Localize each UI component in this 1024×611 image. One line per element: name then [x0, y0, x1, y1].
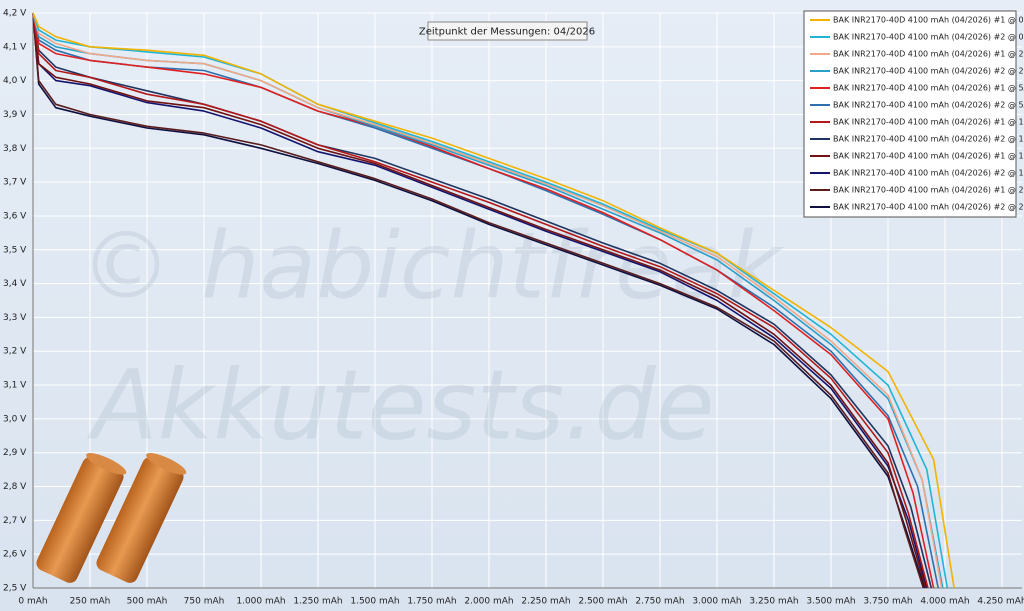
- x-tick-label: 2.750 mAh: [635, 597, 684, 607]
- legend-label: BAK INR2170-40D 4100 mAh (04/2026) #1 @ …: [833, 84, 1024, 93]
- x-tick-label: 4.250 mAh: [977, 597, 1024, 607]
- y-tick-label: 2,8 V: [3, 482, 27, 492]
- series-line: [32, 12, 943, 589]
- y-tick-label: 3,3 V: [3, 313, 27, 323]
- battery-cell: [36, 457, 124, 583]
- annotation: Zeitpunkt der Messungen: 04/2026: [419, 21, 595, 41]
- series-line: [32, 12, 925, 589]
- x-tick-label: 1.250 mAh: [293, 597, 342, 607]
- annotation-text: Zeitpunkt der Messungen: 04/2026: [419, 27, 595, 38]
- y-tick-label: 4,1 V: [3, 42, 27, 52]
- grid: 2,5 V 2,6 V 2,7 V 2,8 V 2,9 V 3,0 V 3,1 V 3,2 V…: [3, 9, 1024, 607]
- y-tick-label: 4,2 V: [3, 9, 27, 19]
- x-tick-label: 2.000 mAh: [464, 597, 513, 607]
- y-tick-label: 3,9 V: [3, 110, 27, 120]
- series-line: [32, 12, 935, 589]
- annotation-box: [427, 21, 588, 41]
- x-tick-label: 4.000 mAh: [920, 597, 969, 607]
- watermark: © habichtfreak: [80, 212, 785, 319]
- x-tick-label: 3.000 mAh: [692, 597, 741, 607]
- y-tick-label: 3,1 V: [3, 381, 27, 391]
- legend-label: BAK INR2170-40D 4100 mAh (04/2026) #1 @ …: [833, 186, 1024, 195]
- y-tick-label: 2,5 V: [3, 584, 27, 594]
- legend-label: BAK INR2170-40D 4100 mAh (04/2026) #2 @ …: [833, 33, 1024, 42]
- legend-label: BAK INR2170-40D 4100 mAh (04/2026) #1 @ …: [833, 152, 1024, 161]
- x-tick-label: 250 mAh: [70, 597, 111, 607]
- x-tick-label: 3.500 mAh: [806, 597, 855, 607]
- y-tick-label: 3,4 V: [3, 279, 27, 289]
- series-line: [32, 12, 926, 589]
- legend-label: BAK INR2170-40D 4100 mAh (04/2026) #1 @ …: [833, 118, 1024, 127]
- y-tick-label: 3,8 V: [3, 144, 27, 154]
- y-tick-label: 3,7 V: [3, 178, 27, 188]
- x-tick-label: 1.750 mAh: [407, 597, 456, 607]
- x-tick-label: 2.500 mAh: [578, 597, 627, 607]
- y-tick-label: 3,5 V: [3, 245, 27, 255]
- lines: [32, 12, 955, 589]
- x-tick-label: 3.750 mAh: [863, 597, 912, 607]
- battery-top: [86, 453, 127, 475]
- legend-label: BAK INR2170-40D 4100 mAh (04/2026) #2 @ …: [833, 67, 1024, 76]
- legend-label: BAK INR2170-40D 4100 mAh (04/2026) #1 @ …: [833, 50, 1024, 59]
- y-tick-label: 2,7 V: [3, 516, 27, 526]
- x-tick-label: 1.000 mAh: [236, 597, 285, 607]
- series-line: [32, 12, 928, 589]
- y-tick-label: 2,9 V: [3, 448, 27, 458]
- battery-image: [36, 453, 187, 583]
- x-tick-label: 2.250 mAh: [521, 597, 570, 607]
- legend-box: [803, 10, 1017, 218]
- legend-label: BAK INR2170-40D 4100 mAh (04/2026) #1 @ …: [833, 16, 1024, 25]
- y-tick-label: 3,0 V: [3, 414, 27, 424]
- legend: BAK INR2170-40D 4100 mAh (04/2026) #1 @ …: [803, 10, 1024, 218]
- x-tick-label: 750 mAh: [184, 597, 225, 607]
- y-tick-label: 4,0 V: [3, 76, 27, 86]
- x-tick-label: 500 mAh: [127, 597, 168, 607]
- series-line: [32, 12, 929, 589]
- watermark: Akkutests.de: [86, 349, 715, 461]
- battery-top: [146, 453, 187, 475]
- legend-label: BAK INR2170-40D 4100 mAh (04/2026) #2 @ …: [833, 135, 1024, 144]
- legend-label: BAK INR2170-40D 4100 mAh (04/2026) #2 @ …: [833, 169, 1024, 178]
- series-line: [32, 12, 955, 589]
- x-tick-label: 3.250 mAh: [749, 597, 798, 607]
- y-tick-label: 3,2 V: [3, 347, 27, 357]
- series-line: [32, 12, 927, 589]
- legend-label: BAK INR2170-40D 4100 mAh (04/2026) #2 @ …: [833, 203, 1024, 212]
- battery-cell: [96, 457, 184, 583]
- x-tick-label: 0 mAh: [18, 597, 47, 607]
- legend-label: BAK INR2170-40D 4100 mAh (04/2026) #2 @ …: [833, 101, 1024, 110]
- x-tick-label: 1.500 mAh: [350, 597, 399, 607]
- y-tick-label: 2,6 V: [3, 550, 27, 560]
- y-tick-label: 3,6 V: [3, 211, 27, 221]
